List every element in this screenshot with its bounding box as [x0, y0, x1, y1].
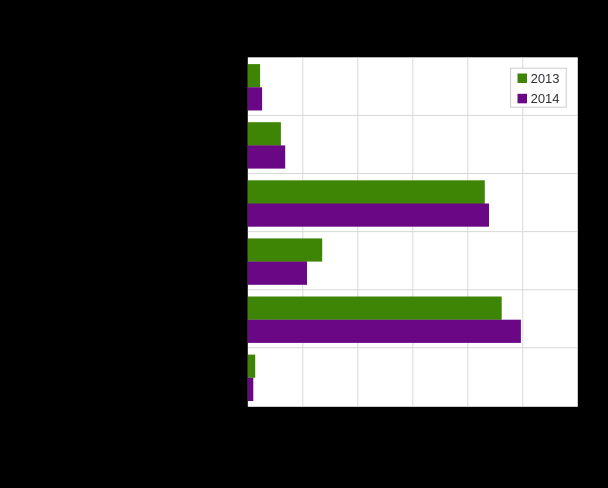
svg-text:2013: 2013	[531, 71, 560, 86]
svg-text:2014: 2014	[531, 91, 560, 106]
